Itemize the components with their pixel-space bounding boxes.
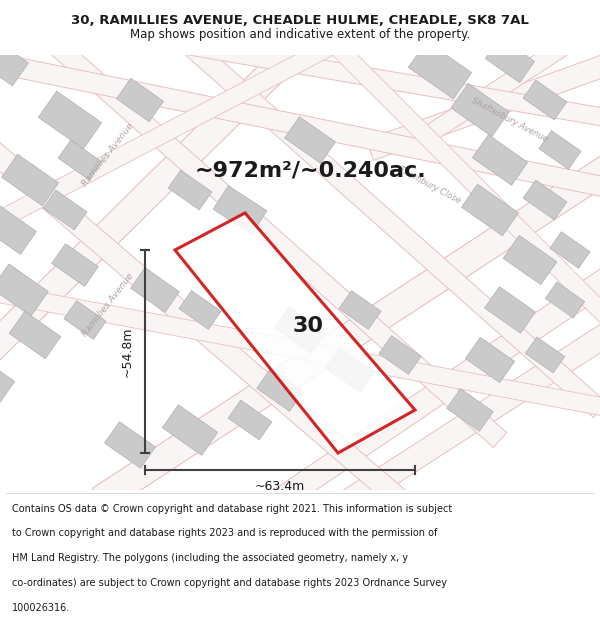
Polygon shape [0,264,48,316]
Polygon shape [275,307,325,353]
Polygon shape [545,282,584,318]
Text: ~63.4m: ~63.4m [255,479,305,492]
Text: Ramillies Avenue: Ramillies Avenue [80,122,136,188]
Polygon shape [451,83,509,137]
Text: 30: 30 [293,316,324,336]
Polygon shape [485,38,535,82]
Polygon shape [104,422,155,468]
Text: co-ordinates) are subject to Crown copyright and database rights 2023 Ordnance S: co-ordinates) are subject to Crown copyr… [12,578,447,588]
Polygon shape [343,290,600,510]
Polygon shape [503,236,557,284]
Polygon shape [526,337,565,373]
Polygon shape [326,348,374,392]
Polygon shape [415,2,600,148]
Polygon shape [408,41,472,99]
Polygon shape [168,170,212,210]
Polygon shape [466,338,515,382]
Polygon shape [0,206,37,254]
Text: ~972m²/~0.240ac.: ~972m²/~0.240ac. [194,160,426,180]
Polygon shape [0,357,14,402]
Polygon shape [228,400,272,440]
Polygon shape [64,301,106,339]
Polygon shape [131,268,179,312]
Polygon shape [38,91,102,149]
Text: ~54.8m: ~54.8m [121,326,133,377]
Polygon shape [472,135,527,185]
Polygon shape [52,244,98,286]
Polygon shape [523,80,567,120]
Text: 30, RAMILLIES AVENUE, CHEADLE HULME, CHEADLE, SK8 7AL: 30, RAMILLIES AVENUE, CHEADLE HULME, CHE… [71,14,529,27]
Polygon shape [437,0,483,36]
Polygon shape [1,154,59,206]
Polygon shape [58,140,102,180]
Polygon shape [523,180,567,220]
Polygon shape [9,311,61,359]
Polygon shape [175,213,415,453]
Polygon shape [163,405,218,455]
Polygon shape [360,0,420,48]
Polygon shape [447,389,493,431]
Polygon shape [0,132,407,508]
Text: Thornbury Close: Thornbury Close [397,165,463,205]
Polygon shape [284,117,335,163]
Polygon shape [257,369,303,411]
Text: 100026316.: 100026316. [12,603,70,613]
Text: Ramillies Avenue: Ramillies Avenue [80,272,136,338]
Polygon shape [179,291,221,329]
Polygon shape [461,184,518,236]
Polygon shape [43,190,87,230]
Polygon shape [379,336,421,374]
Polygon shape [366,49,600,161]
Polygon shape [143,2,600,418]
Text: to Crown copyright and database rights 2023 and is reproduced with the permissio: to Crown copyright and database rights 2… [12,529,437,539]
Text: HM Land Registry. The polygons (including the associated geometry, namely x, y: HM Land Registry. The polygons (includin… [12,554,408,564]
Polygon shape [293,4,600,336]
Polygon shape [0,0,360,370]
Text: Shaftesbury Avenue: Shaftesbury Avenue [470,96,550,144]
Polygon shape [273,260,600,510]
Polygon shape [550,232,590,268]
Polygon shape [0,2,404,238]
Polygon shape [339,291,381,329]
Polygon shape [539,131,581,169]
Text: Map shows position and indicative extent of the property.: Map shows position and indicative extent… [130,28,470,41]
Text: Contains OS data © Crown copyright and database right 2021. This information is : Contains OS data © Crown copyright and d… [12,504,452,514]
Polygon shape [485,287,535,333]
Polygon shape [0,281,600,419]
Polygon shape [43,32,506,447]
Polygon shape [116,78,164,122]
Polygon shape [0,50,600,200]
Polygon shape [0,34,29,86]
Polygon shape [0,1,600,129]
Polygon shape [92,148,600,512]
Polygon shape [213,186,267,234]
